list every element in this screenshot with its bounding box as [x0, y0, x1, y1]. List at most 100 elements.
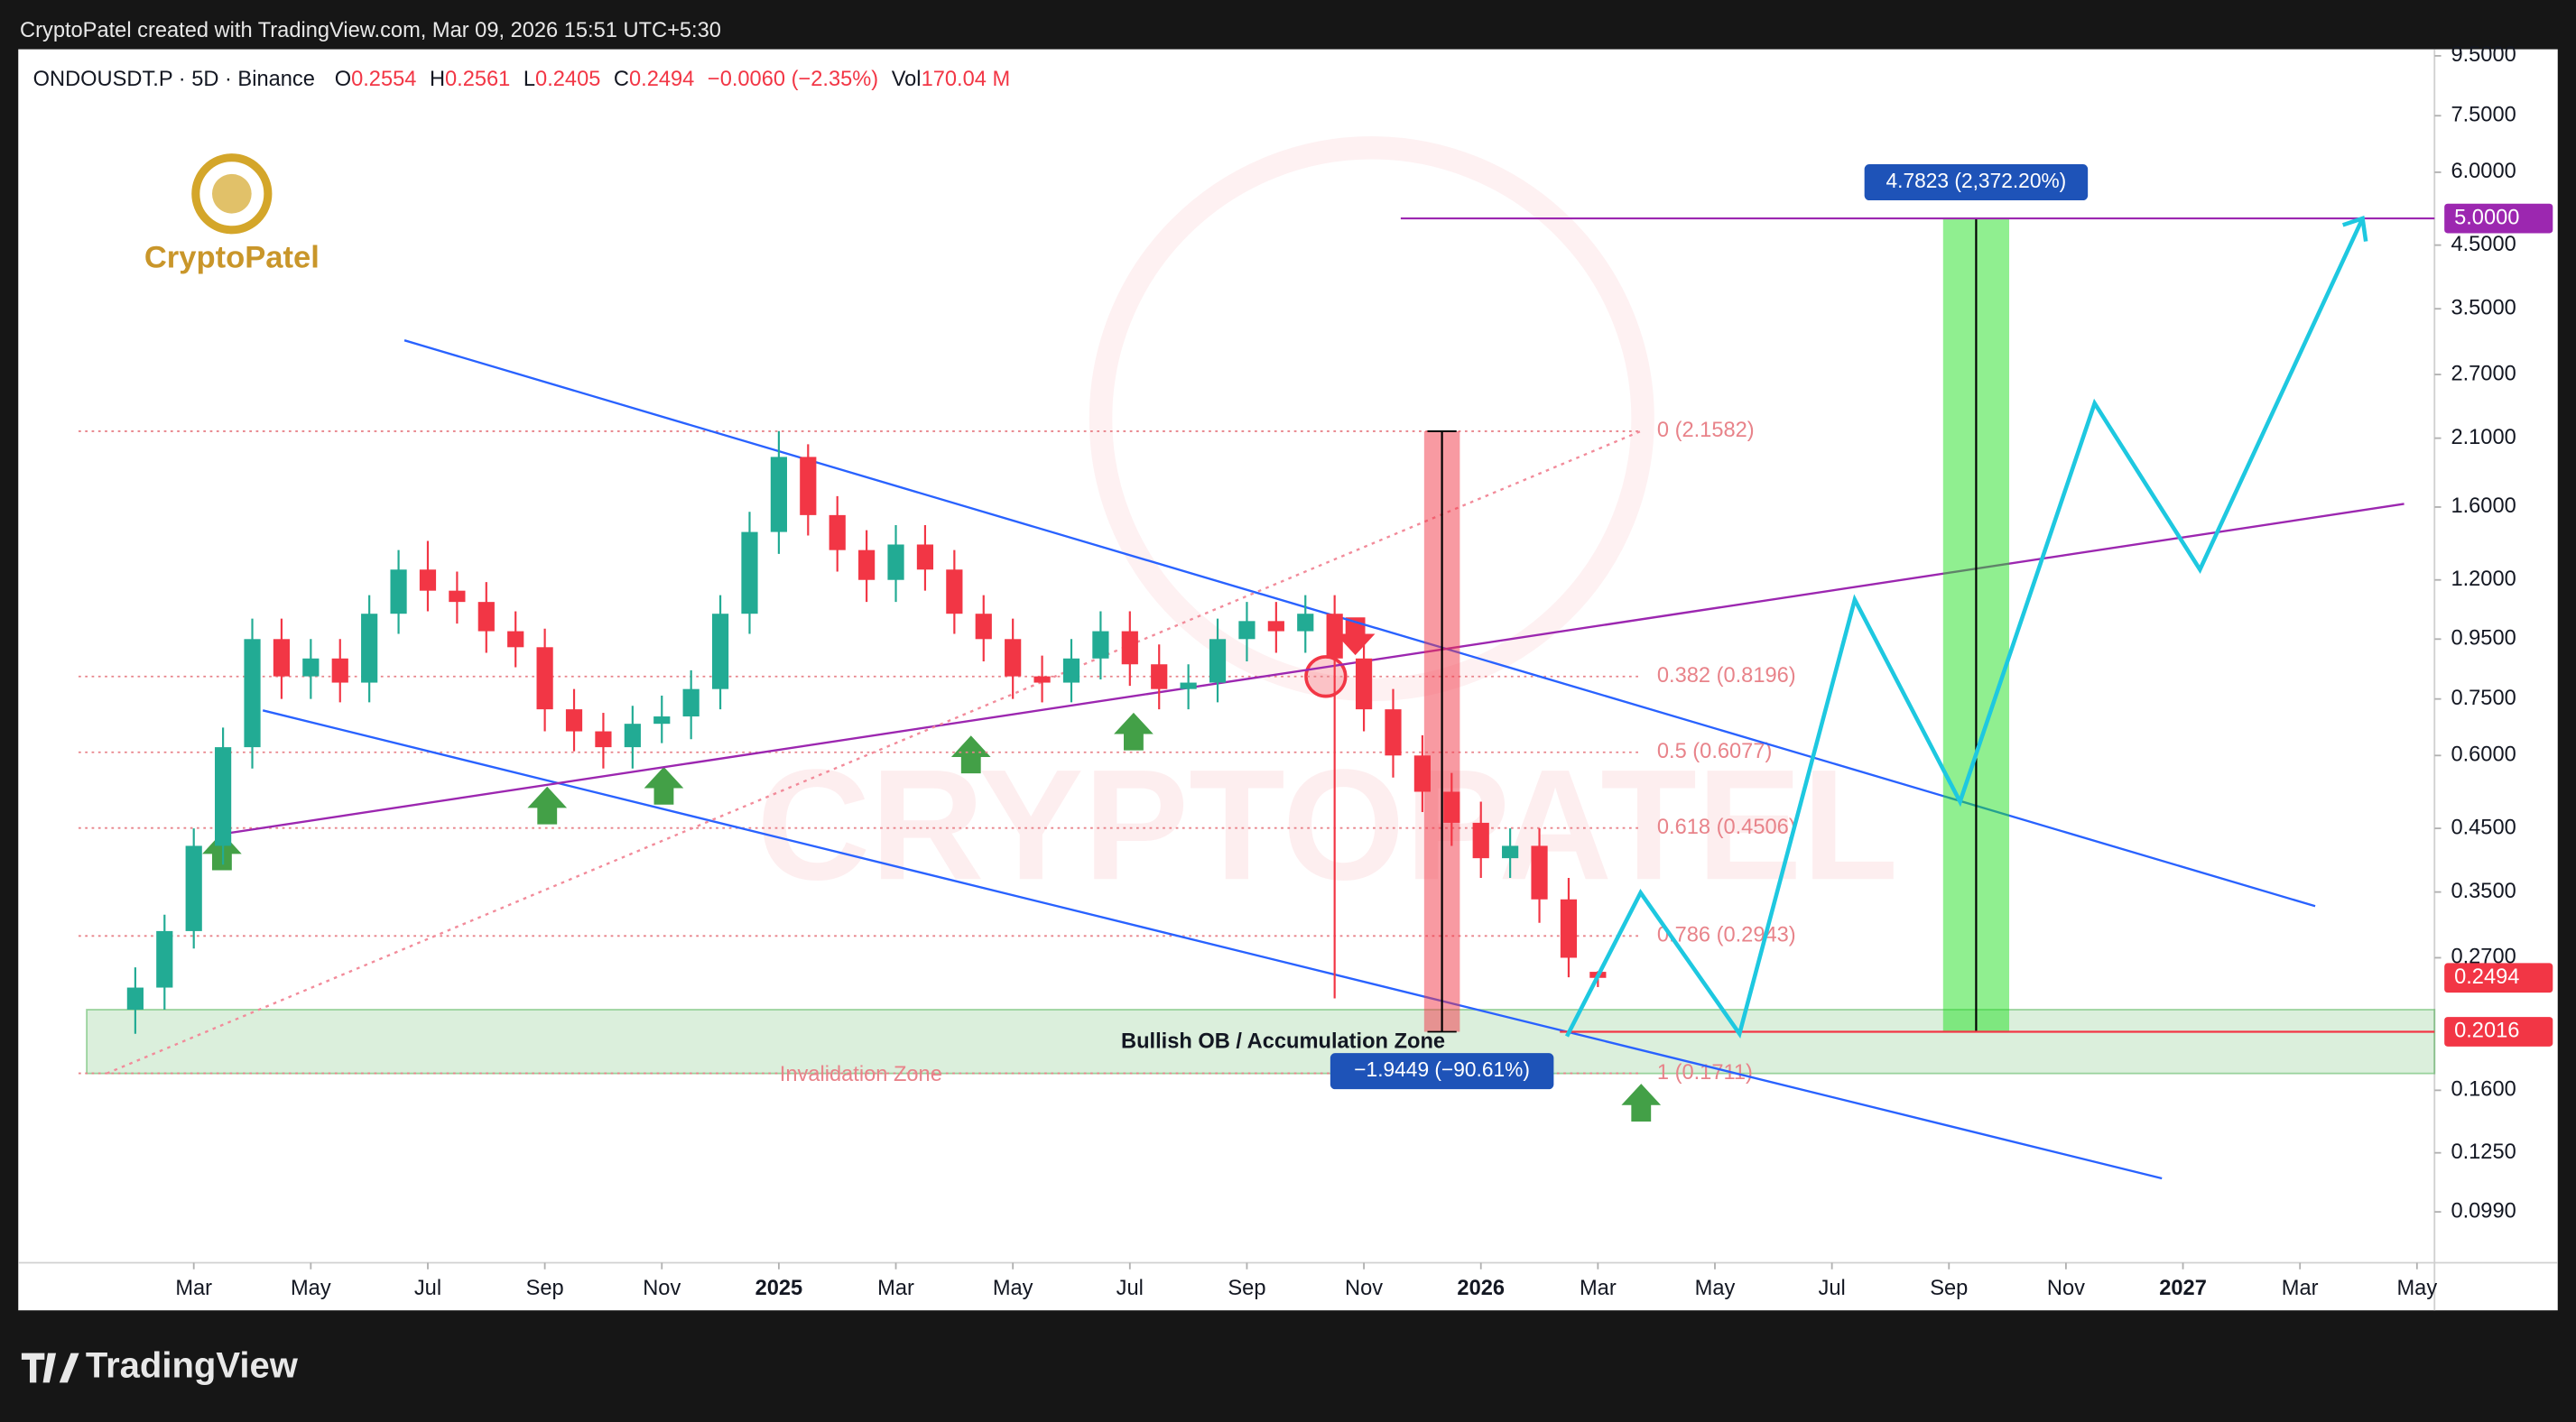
brand-logo-core — [211, 173, 252, 214]
up-arrow — [202, 832, 242, 871]
ohlc-value: 0.2405 — [535, 68, 600, 91]
y-tick-label: 6.0000 — [2451, 160, 2516, 183]
price-tag-label: 5.0000 — [2454, 206, 2519, 229]
y-tick-label: 0.6000 — [2451, 743, 2516, 767]
candle-body — [390, 569, 407, 614]
breakdown-circle — [1304, 655, 1348, 698]
candle-body — [1443, 791, 1460, 823]
candle-body — [887, 544, 904, 580]
change: −0.0060 (−2.35%) — [708, 68, 878, 91]
candle-body — [975, 614, 992, 640]
footer-brand: TradingView — [86, 1346, 299, 1386]
ohlc-value: 0.2554 — [351, 68, 416, 91]
price-tag — [2444, 1017, 2553, 1047]
candle-body — [1121, 631, 1138, 665]
projection-path — [1564, 217, 2365, 1039]
ohlc-label: L — [524, 68, 535, 91]
up-arrow — [1114, 712, 1154, 751]
candle-body — [1062, 658, 1080, 683]
accumulation-zone — [86, 1009, 2436, 1075]
x-tick-label: Mar — [175, 1277, 212, 1300]
x-tick-label: Nov — [1345, 1277, 1383, 1300]
x-tick-label: Jul — [1117, 1277, 1144, 1300]
y-tick-label: 0.4500 — [2451, 816, 2516, 839]
candle-body — [946, 569, 963, 614]
trendline — [106, 429, 1642, 1075]
volume-value: 170.04 M — [922, 68, 1011, 91]
candle-body — [1267, 621, 1284, 632]
fib-label: 0 (2.1582) — [1657, 419, 1755, 442]
up-arrow — [644, 766, 684, 805]
candle-body — [244, 639, 261, 748]
candle-body — [1005, 639, 1022, 677]
ohlc-value: 0.2561 — [445, 68, 510, 91]
candle-body — [1238, 621, 1256, 640]
candle-body — [1033, 676, 1051, 683]
x-tick-label: Sep — [1228, 1277, 1265, 1300]
candle-body — [273, 639, 291, 677]
candle-body — [1180, 682, 1197, 689]
y-tick-label: 4.5000 — [2451, 233, 2516, 256]
y-tick-label: 0.1600 — [2451, 1078, 2516, 1102]
candle-body — [1413, 755, 1431, 792]
candle-body — [1209, 639, 1227, 683]
candle-body — [1092, 631, 1109, 659]
measure-label-bg — [1330, 1053, 1554, 1090]
legend: ONDOUSDT.P · 5D · Binance O0.2554 H0.2561 L… — [33, 68, 1011, 91]
credit: CryptoPatel created with TradingView.com… — [20, 19, 721, 42]
trendline — [262, 709, 2163, 1180]
candle-body — [126, 987, 144, 1010]
candle-body — [916, 544, 934, 570]
x-tick-label: Nov — [643, 1277, 681, 1300]
candle-body — [1385, 709, 1402, 756]
candle-body — [361, 614, 378, 683]
candle-body — [653, 716, 671, 725]
y-tick-label: 0.0990 — [2451, 1199, 2516, 1223]
fib-label: 0.618 (0.4506) — [1657, 816, 1796, 839]
candle-body — [419, 569, 437, 591]
volume-label: Vol — [892, 68, 922, 91]
x-tick-label: 2025 — [755, 1277, 803, 1300]
brand: CryptoPatel — [144, 241, 320, 275]
candle-body — [1151, 664, 1168, 689]
ohlc-label: O — [335, 68, 351, 91]
candle-body — [711, 614, 729, 689]
y-tick-label: 1.6000 — [2451, 494, 2516, 518]
candle-body — [302, 658, 320, 677]
candle-body — [1297, 614, 1314, 632]
candle-body — [1355, 658, 1373, 710]
candle-body — [1560, 899, 1578, 958]
ohlc-label: H — [430, 68, 445, 91]
candle-body — [1472, 822, 1489, 859]
measure-label-bg — [1864, 164, 2089, 201]
candle-body — [185, 845, 202, 931]
candle-body — [595, 731, 612, 748]
y-tick-label: 7.5000 — [2451, 104, 2516, 127]
price-tag — [2444, 203, 2553, 234]
projection-arrowhead — [2341, 216, 2368, 242]
x-tick-label: Mar — [2282, 1277, 2319, 1300]
down-arrow — [1335, 617, 1376, 656]
candle-body — [800, 457, 817, 515]
ohlc-value: 0.2494 — [629, 68, 694, 91]
candle-body — [449, 590, 466, 603]
x-tick-label: Mar — [1580, 1277, 1617, 1300]
y-tick-label: 1.2000 — [2451, 568, 2516, 591]
x-tick-label: 2027 — [2159, 1277, 2207, 1300]
x-tick-label: 2026 — [1457, 1277, 1505, 1300]
y-tick-label: 9.5000 — [2451, 43, 2516, 67]
up-arrow — [527, 786, 568, 825]
candle-body — [507, 631, 524, 648]
x-tick-label: Sep — [526, 1277, 564, 1300]
watermark: CRYPTOPATEL — [756, 737, 1898, 913]
x-tick-label: May — [1695, 1277, 1736, 1300]
x-tick-label: May — [993, 1277, 1033, 1300]
candle-body — [829, 514, 846, 550]
footer-logo — [21, 1353, 79, 1383]
candle-body — [858, 549, 876, 580]
chart-panel — [18, 49, 2558, 1311]
x-tick-label: Jul — [1819, 1277, 1846, 1300]
candle-body — [477, 602, 495, 632]
